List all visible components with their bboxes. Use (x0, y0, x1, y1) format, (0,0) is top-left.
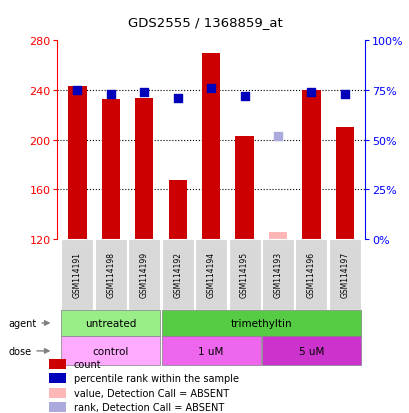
Bar (128, 240, 160, 310)
Bar (49, 402, 65, 413)
Bar (301, 91, 320, 240)
Point (107, 92, 114, 98)
Text: GSM114195: GSM114195 (240, 252, 248, 298)
Bar (195, 240, 227, 310)
Bar (328, 240, 360, 310)
Text: trimethyltin: trimethyltin (230, 318, 291, 328)
Text: GSM114191: GSM114191 (73, 252, 82, 298)
Point (308, 90, 314, 96)
Point (274, 133, 281, 140)
Text: dose: dose (8, 346, 49, 356)
Bar (49, 373, 65, 383)
Bar (294, 240, 327, 310)
Text: GSM114196: GSM114196 (306, 252, 315, 298)
Text: untreated: untreated (85, 318, 136, 328)
Bar (168, 180, 187, 240)
Bar (61, 310, 160, 337)
Point (74, 88, 81, 94)
Text: 1 uM: 1 uM (198, 346, 223, 356)
Point (207, 85, 214, 92)
Text: GSM114199: GSM114199 (139, 252, 148, 298)
Bar (68, 87, 86, 240)
Text: GSM114194: GSM114194 (206, 252, 215, 298)
Text: value, Detection Call = ABSENT: value, Detection Call = ABSENT (74, 388, 228, 398)
Bar (202, 54, 220, 240)
Text: GSM114193: GSM114193 (273, 252, 282, 298)
Bar (261, 240, 293, 310)
Point (141, 90, 147, 96)
Bar (161, 240, 193, 310)
Bar (135, 98, 153, 240)
Text: GSM114192: GSM114192 (173, 252, 182, 298)
Text: GSM114197: GSM114197 (339, 252, 348, 298)
Text: GSM114198: GSM114198 (106, 252, 115, 298)
Point (341, 92, 347, 98)
Bar (161, 310, 360, 337)
Bar (261, 337, 360, 366)
Text: GDS2555 / 1368859_at: GDS2555 / 1368859_at (127, 16, 282, 29)
Bar (335, 128, 353, 240)
Text: agent: agent (8, 318, 49, 328)
Text: 5 uM: 5 uM (298, 346, 324, 356)
Bar (49, 359, 65, 369)
Bar (101, 100, 120, 240)
Bar (61, 337, 160, 366)
Bar (228, 240, 260, 310)
Bar (235, 137, 253, 240)
Text: rank, Detection Call = ABSENT: rank, Detection Call = ABSENT (74, 402, 223, 413)
Point (241, 93, 247, 100)
Text: count: count (74, 359, 101, 369)
Bar (94, 240, 127, 310)
Text: percentile rank within the sample: percentile rank within the sample (74, 373, 238, 383)
Bar (268, 232, 286, 240)
Point (174, 95, 180, 102)
Bar (49, 388, 65, 398)
Text: control: control (92, 346, 129, 356)
Bar (61, 240, 93, 310)
Bar (161, 337, 260, 366)
